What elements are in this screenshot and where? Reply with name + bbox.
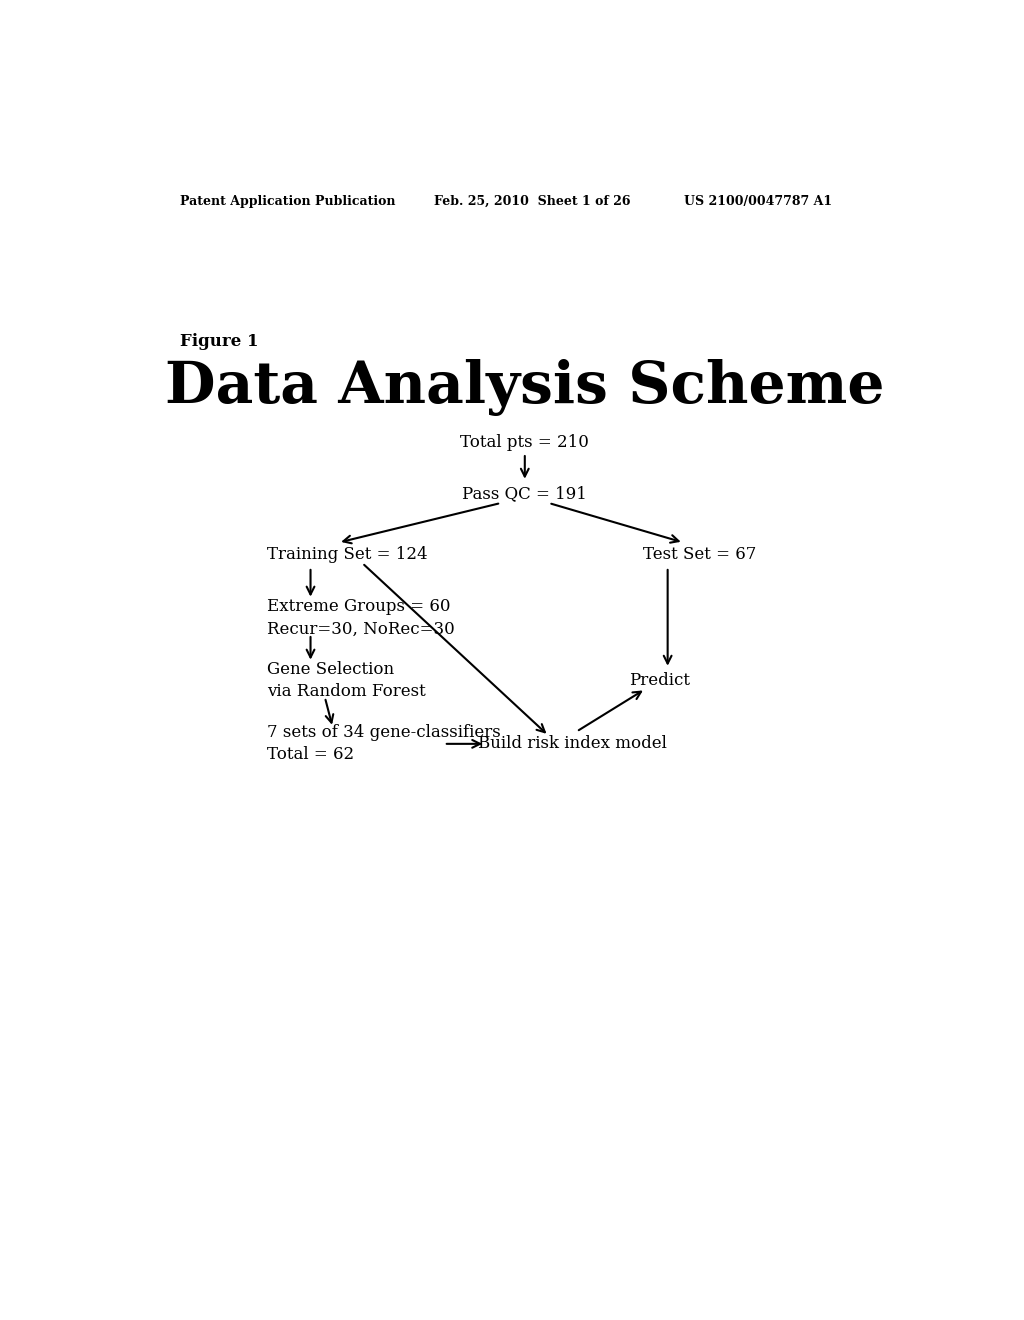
- Text: Pass QC = 191: Pass QC = 191: [463, 486, 587, 503]
- Text: 7 sets of 34 gene-classifiers
Total = 62: 7 sets of 34 gene-classifiers Total = 62: [267, 725, 501, 763]
- Text: US 2100/0047787 A1: US 2100/0047787 A1: [684, 194, 831, 207]
- Text: Figure 1: Figure 1: [179, 333, 258, 350]
- Text: Extreme Groups = 60
Recur=30, NoRec=30: Extreme Groups = 60 Recur=30, NoRec=30: [267, 598, 455, 638]
- Text: Feb. 25, 2010  Sheet 1 of 26: Feb. 25, 2010 Sheet 1 of 26: [433, 194, 630, 207]
- Text: Patent Application Publication: Patent Application Publication: [179, 194, 395, 207]
- Text: Test Set = 67: Test Set = 67: [643, 546, 756, 564]
- Text: Training Set = 124: Training Set = 124: [267, 546, 427, 564]
- Text: Total pts = 210: Total pts = 210: [461, 434, 589, 451]
- Text: Gene Selection
via Random Forest: Gene Selection via Random Forest: [267, 661, 426, 701]
- Text: Predict: Predict: [629, 672, 690, 689]
- Text: Build risk index model: Build risk index model: [478, 735, 667, 752]
- Text: Data Analysis Scheme: Data Analysis Scheme: [165, 359, 885, 416]
